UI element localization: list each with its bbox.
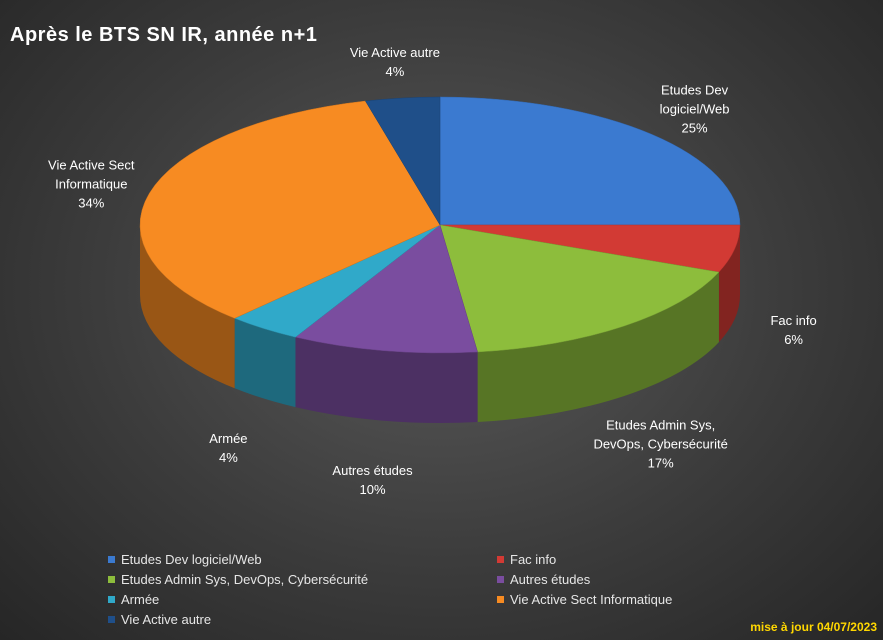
chart-title: Après le BTS SN IR, année n+1 <box>10 24 318 46</box>
legend-item: Vie Active Sect Informatique <box>497 592 672 607</box>
slice <box>439 224 720 353</box>
data-label: Etudes Dev logiciel/Web 25% <box>625 81 765 138</box>
legend-marker <box>108 596 115 603</box>
legend-item: Fac info <box>497 552 556 567</box>
slice <box>294 224 478 354</box>
data-label-category: Armée <box>209 430 248 446</box>
legend-marker <box>108 556 115 563</box>
data-label-category: Vie Active Sect Informatique <box>48 157 135 192</box>
slice <box>139 100 441 319</box>
legend-item: Autres études <box>497 572 590 587</box>
slice-side <box>477 272 719 422</box>
legend-label: Armée <box>121 592 160 607</box>
legend-item: Armée <box>108 592 159 607</box>
legend-marker <box>497 576 504 583</box>
data-label-category: Fac info <box>770 313 817 329</box>
slice <box>364 96 441 226</box>
data-label: Vie Active Sect Informatique 34% <box>21 156 161 213</box>
legend-marker <box>497 596 504 603</box>
data-label: Autres études 10% <box>303 461 443 499</box>
data-label-value: 25% <box>681 120 708 136</box>
data-label-category: Vie Active autre <box>349 45 440 61</box>
data-label: Etudes Admin Sys, DevOps, Cybersécurité 1… <box>591 416 731 473</box>
legend-marker <box>108 576 115 583</box>
data-label-value: 6% <box>784 332 803 348</box>
legend-marker <box>108 616 115 623</box>
legend-label: Etudes Admin Sys, DevOps, Cybersécurité <box>121 572 369 587</box>
data-label-category: Etudes Admin Sys, DevOps, Cybersécurité <box>593 417 728 452</box>
slice-side <box>234 318 296 408</box>
legend-item: Vie Active autre <box>108 612 211 627</box>
data-label: Armée 4% <box>158 429 298 467</box>
data-label-value: 34% <box>78 195 105 211</box>
slice <box>439 96 741 226</box>
data-label-category: Autres études <box>332 463 413 479</box>
update-note: mise à jour 04/07/2023 <box>750 620 877 634</box>
legend-label: Autres études <box>510 572 591 587</box>
data-label: Fac info 6% <box>724 311 864 349</box>
legend-label: Fac info <box>510 552 557 567</box>
legend-item: Etudes Admin Sys, DevOps, Cybersécurité <box>108 572 368 587</box>
data-label-value: 17% <box>647 455 674 471</box>
slice-side <box>295 337 478 423</box>
data-label: Vie Active autre 4% <box>325 43 465 81</box>
legend-label: Vie Active autre <box>121 612 212 627</box>
data-label-value: 4% <box>385 64 405 80</box>
slice-side <box>718 225 740 343</box>
legend-item: Etudes Dev logiciel/Web <box>108 552 262 567</box>
data-label-value: 10% <box>359 482 386 498</box>
data-label-category: Etudes Dev logiciel/Web <box>659 82 730 117</box>
data-label-value: 4% <box>218 449 238 465</box>
slice-side <box>140 225 235 389</box>
legend-label: Etudes Dev logiciel/Web <box>121 552 262 567</box>
legend-label: Vie Active Sect Informatique <box>510 592 673 607</box>
legend-marker <box>497 556 504 563</box>
